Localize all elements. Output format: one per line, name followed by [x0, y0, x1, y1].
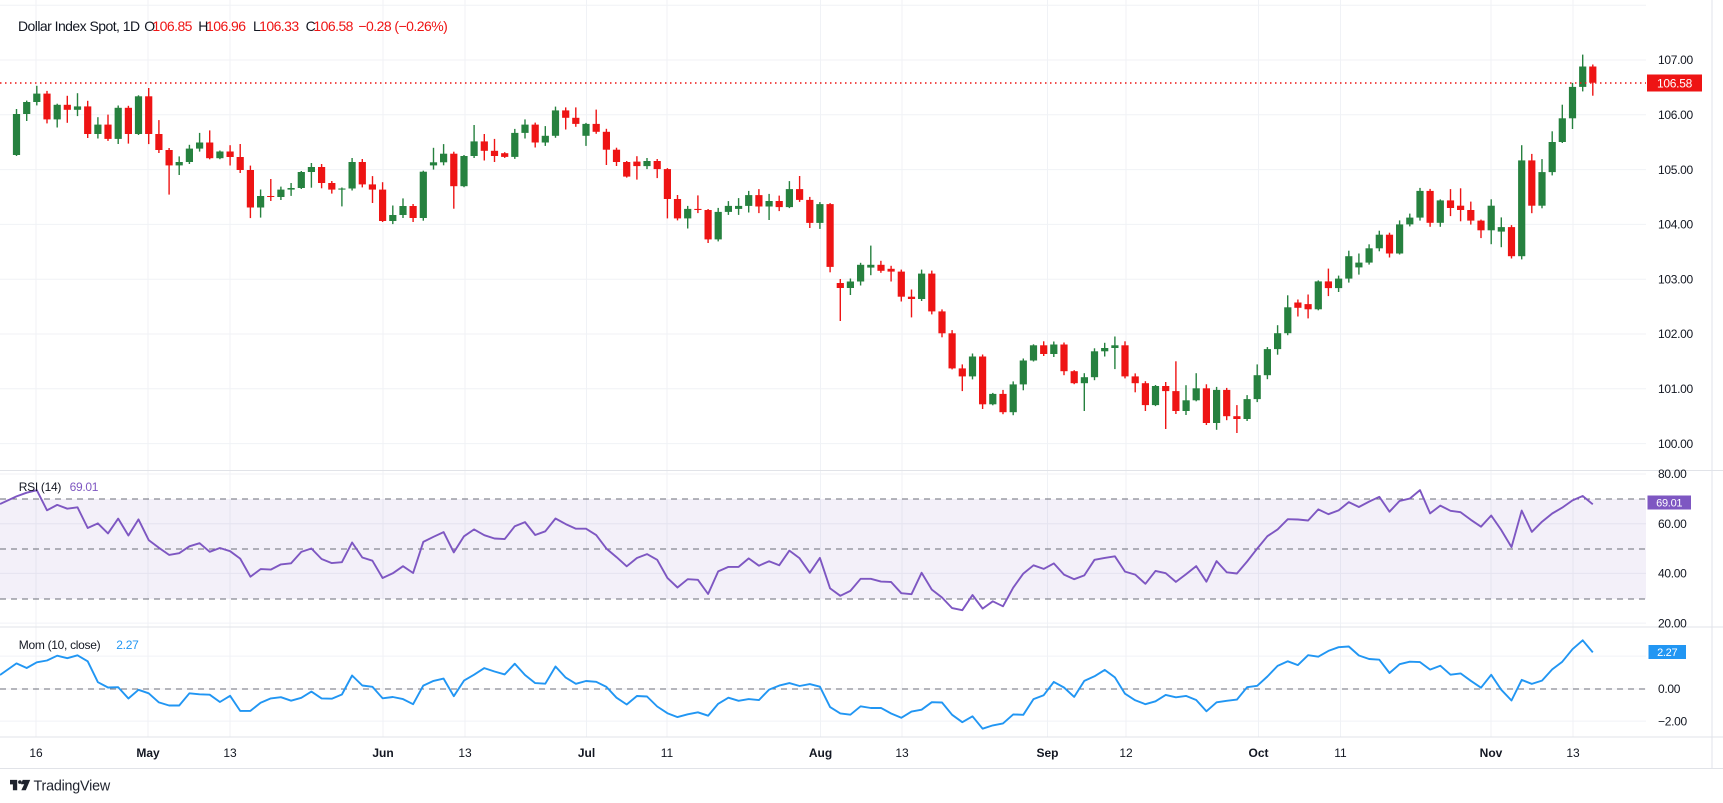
svg-text:13: 13	[223, 746, 237, 760]
svg-text:H: H	[198, 18, 208, 34]
svg-text:106.33: 106.33	[259, 18, 299, 34]
svg-text:11: 11	[1334, 746, 1347, 760]
svg-text:L: L	[253, 18, 261, 34]
svg-text:80.00: 80.00	[1658, 467, 1687, 481]
svg-text:105.00: 105.00	[1658, 163, 1694, 177]
svg-text:106.58: 106.58	[1657, 77, 1693, 91]
svg-text:TradingView: TradingView	[34, 778, 111, 794]
svg-text:106.00: 106.00	[1658, 108, 1694, 122]
svg-text:Sep: Sep	[1036, 746, 1058, 760]
svg-text:69.01: 69.01	[1656, 498, 1682, 510]
svg-text:16: 16	[29, 746, 43, 760]
svg-text:Dollar Index Spot, 1D: Dollar Index Spot, 1D	[18, 18, 140, 34]
svg-text:100.00: 100.00	[1658, 437, 1694, 451]
svg-text:69.01: 69.01	[70, 480, 99, 494]
svg-text:12: 12	[1119, 746, 1133, 760]
svg-text:20.00: 20.00	[1658, 616, 1687, 630]
svg-text:Nov: Nov	[1480, 746, 1503, 760]
svg-text:Jun: Jun	[372, 746, 393, 760]
svg-text:40.00: 40.00	[1658, 567, 1687, 581]
svg-text:13: 13	[895, 746, 909, 760]
svg-text:−2.00: −2.00	[1658, 714, 1687, 728]
svg-text:13: 13	[1566, 746, 1580, 760]
svg-text:−0.28 (−0.26%): −0.28 (−0.26%)	[358, 18, 447, 34]
svg-text:O: O	[144, 18, 155, 34]
svg-text:103.00: 103.00	[1658, 272, 1694, 286]
svg-text:Mom (10, close): Mom (10, close)	[19, 638, 101, 652]
svg-text:May: May	[136, 746, 160, 760]
svg-text:C: C	[306, 18, 316, 34]
svg-text:106.58: 106.58	[313, 18, 353, 34]
svg-text:11: 11	[661, 746, 674, 760]
svg-text:104.00: 104.00	[1658, 218, 1694, 232]
svg-text:Aug: Aug	[809, 746, 832, 760]
svg-text:106.85: 106.85	[152, 18, 192, 34]
svg-text:RSI (14): RSI (14)	[19, 480, 62, 494]
svg-text:106.96: 106.96	[206, 18, 246, 34]
svg-text:102.00: 102.00	[1658, 327, 1694, 341]
svg-text:2.27: 2.27	[116, 638, 139, 652]
svg-text:2.27: 2.27	[1657, 647, 1677, 659]
svg-text:0.00: 0.00	[1658, 682, 1681, 696]
svg-text:Jul: Jul	[578, 746, 595, 760]
svg-text:13: 13	[458, 746, 472, 760]
svg-text:107.00: 107.00	[1658, 53, 1694, 67]
svg-text:60.00: 60.00	[1658, 517, 1687, 531]
svg-text:Oct: Oct	[1248, 746, 1268, 760]
svg-text:101.00: 101.00	[1658, 382, 1694, 396]
